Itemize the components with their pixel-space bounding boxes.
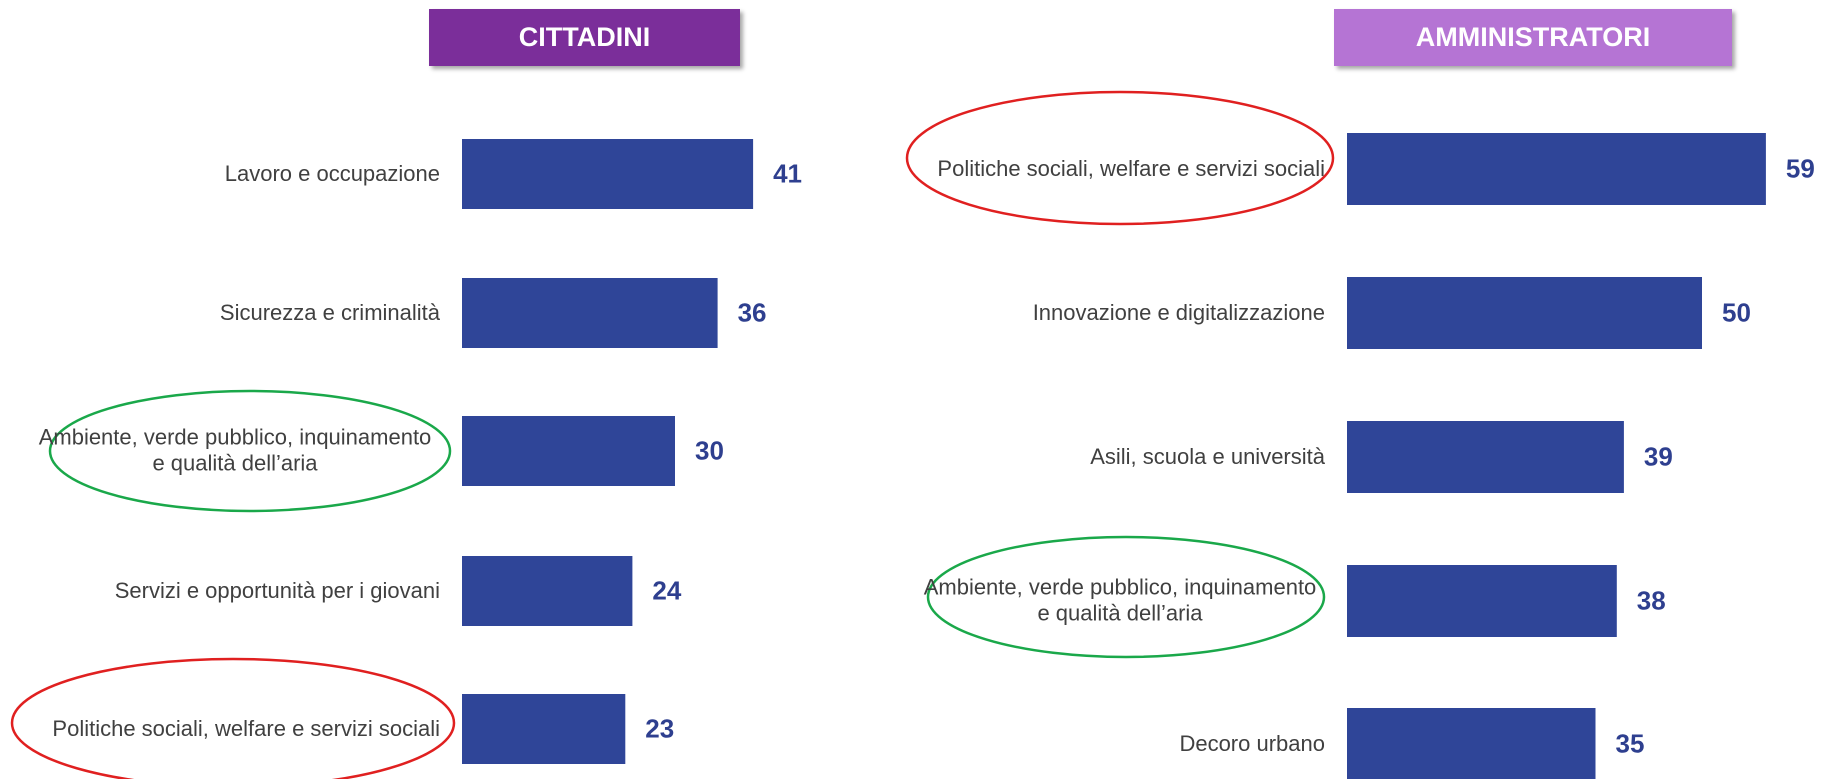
category-label: Sicurezza e criminalità — [219, 299, 440, 325]
bar — [462, 416, 675, 486]
chart-title: AMMINISTRATORI — [1334, 9, 1732, 66]
bar — [1347, 133, 1766, 205]
category-label: Lavoro e occupazione — [224, 160, 440, 186]
value-label: 50 — [1722, 297, 1751, 328]
category-label: Innovazione e digitalizzazione — [1032, 299, 1325, 325]
category-label: Politiche sociali, welfare e servizi soc… — [52, 715, 440, 741]
value-label: 35 — [1615, 728, 1645, 759]
category-label: Ambiente, verde pubblico, inquinamento e… — [923, 574, 1317, 626]
bar — [1347, 277, 1702, 349]
category-label: Asili, scuola e università — [1090, 443, 1325, 469]
bar — [462, 139, 754, 209]
bar — [462, 278, 718, 348]
annotations — [10, 90, 1335, 779]
highlight-ellipse — [905, 90, 1335, 226]
category-label: Decoro urbano — [1179, 730, 1325, 756]
value-label: 38 — [1636, 585, 1666, 616]
value-label: 30 — [695, 435, 724, 466]
value-label: 23 — [645, 713, 675, 744]
category-label: Politiche sociali, welfare e servizi soc… — [937, 155, 1325, 181]
value-label: 24 — [652, 575, 682, 606]
highlight-ellipse — [926, 535, 1326, 659]
value-label: 59 — [1785, 153, 1815, 184]
bar — [1347, 708, 1596, 779]
bar — [1347, 565, 1617, 637]
value-label: 39 — [1643, 441, 1673, 472]
chart-title: CITTADINI — [429, 9, 740, 66]
category-label: Servizi e opportunità per i giovani — [114, 577, 440, 603]
bar — [462, 556, 633, 626]
value-label: 41 — [773, 158, 803, 189]
category-label: Ambiente, verde pubblico, inquinamento e… — [38, 424, 432, 476]
value-label: 36 — [737, 297, 767, 328]
highlight-ellipse — [48, 389, 452, 513]
bar — [462, 694, 626, 764]
highlight-ellipse — [10, 657, 456, 779]
bar — [1347, 421, 1624, 493]
